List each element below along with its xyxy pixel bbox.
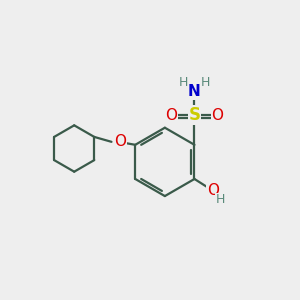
Text: O: O bbox=[211, 108, 223, 123]
Text: O: O bbox=[114, 134, 126, 149]
Text: S: S bbox=[188, 106, 200, 124]
Text: H: H bbox=[178, 76, 188, 89]
Text: O: O bbox=[166, 108, 178, 123]
Text: N: N bbox=[188, 84, 201, 99]
Text: O: O bbox=[207, 183, 219, 198]
Text: H: H bbox=[216, 193, 225, 206]
Text: H: H bbox=[201, 76, 210, 89]
